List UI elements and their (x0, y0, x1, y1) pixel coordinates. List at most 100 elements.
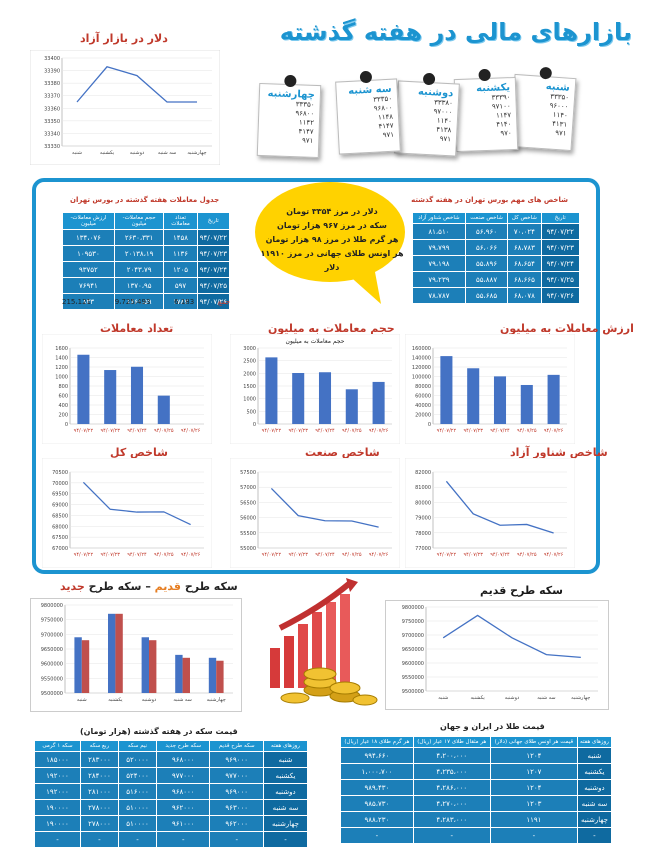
y-tick-label: 9800000 (402, 605, 424, 611)
y-tick-label: 40000 (415, 403, 431, 409)
table-cell: ۵۶،۹۶۰ (464, 223, 509, 240)
bar (345, 389, 358, 424)
bar (81, 640, 90, 693)
table-cell: ۹۶۹۰۰۰ (209, 751, 264, 768)
table-cell: چهارشنبه (576, 811, 613, 828)
y-tick-label: 9600000 (41, 662, 63, 668)
coin-table: روزهای هفته سکه طرح قدیم سکه طرح جدید نیم س… (34, 740, 309, 848)
total-volume: 9،725،493 (114, 298, 151, 306)
x-tick-label: ۹۴/۰۷/۲۶ (369, 428, 389, 434)
x-tick-label: سه شنبه (173, 697, 191, 703)
table-cell: ۵۵،۸۹۶ (464, 255, 509, 272)
dollar-line-chart: 33400 33390 33380 33370 33360 33350 33340 33330… (30, 50, 220, 165)
y-tick-label: 2500 (243, 359, 256, 365)
bar (77, 354, 90, 424)
small-chart: 57500 57000 56500 56000 55500 55000 ۹۴/۰۷/۲۲ ۹۴… (230, 458, 400, 568)
column-header: سکه طرح جدید (155, 740, 211, 752)
x-tick-label: ۹۴/۰۷/۲۳ (100, 552, 120, 558)
x-tick-label: یکشنبه (100, 150, 115, 156)
small-chart: حجم معاملات به میلیون 3000 2500 2000 1500 100… (230, 334, 400, 444)
table-cell: ۹۴/۰۷/۲۶ (196, 293, 231, 310)
pushpin-icon (359, 70, 373, 84)
y-tick-label: 33400 (44, 56, 60, 62)
small-chart-title: شاخص شناور آزاد (510, 446, 608, 459)
bubble-line-2: سکه در مرز ۹۶۷ هزار تومان (277, 221, 387, 230)
sticky-note: دوشنبه ۳۳۳۸۰ ۹۷۰۰۰ ۱۱۴۰ ۴۱۳۸ ۹۷۱ (394, 72, 460, 157)
x-tick-label: سه شنبه (537, 695, 555, 701)
column-header: شاخص کل (507, 212, 542, 224)
bar (208, 657, 217, 693)
table-cell: ۵۶،۰۶۶ (464, 239, 509, 256)
y-tick-label: 80000 (415, 500, 431, 506)
bar (74, 637, 82, 693)
x-tick-label: ۹۴/۰۷/۲۳ (100, 428, 120, 434)
y-tick-label: 9800000 (41, 603, 63, 609)
x-tick-label: ۹۴/۰۷/۲۴ (127, 428, 147, 434)
y-tick-label: 33390 (44, 69, 60, 75)
x-tick-label: ۹۴/۰۷/۲۵ (342, 552, 362, 558)
table-cell: دوشنبه (262, 783, 309, 800)
table-row: ۹۴/۰۷/۲۵ ۶۸،۶۶۵ ۵۵،۸۸۷ ۷۹،۲۳۹ (412, 271, 581, 288)
bar (157, 395, 170, 424)
pushpin-icon (284, 74, 297, 88)
column-header: هر گرم طلای ۱۸ عیار (ریال) (340, 736, 414, 748)
table-row: ۹۴/۰۷/۲۲ ۷۰،۰۲۴ ۵۶،۹۶۰ ۸۱،۵۱۰ (412, 223, 581, 240)
x-tick-label: ۹۴/۰۷/۲۲ (262, 552, 282, 558)
y-tick-label: 82000 (415, 470, 431, 476)
x-tick-label: ۹۴/۰۷/۲۳ (288, 552, 308, 558)
table-cell: ۷۸،۷۸۷ (412, 287, 466, 304)
coin-compare-box: 9800000 9750000 9700000 9650000 9600000 95500… (30, 598, 242, 712)
y-tick-label: 70000 (52, 481, 68, 487)
x-tick-label: ۹۴/۰۷/۲۴ (315, 428, 335, 434)
x-tick-label: چهارشنبه (571, 695, 590, 701)
y-tick-label: 9650000 (402, 647, 424, 653)
table-cell: ۶۸،۷۸۳ (507, 239, 542, 256)
table-cell: سه شنبه (576, 795, 613, 812)
y-tick-label: 67500 (52, 535, 68, 541)
table-cell: - (209, 831, 264, 848)
y-tick-label: 1400 (55, 356, 68, 362)
table-cell: ۲۸۳۰۰۰ (79, 751, 119, 768)
sticky-note: یکشنبه ۳۳۳۹۰ ۹۷۱۰۰ ۱۱۴۷ ۴۱۴۰ ۹۷۰ (453, 68, 519, 153)
table-cell: ۴،۲۸۶،۰۰۰ (412, 779, 491, 796)
column-header: ارزش معاملات-میلیون (62, 212, 115, 230)
table-cell: - (155, 831, 211, 848)
table-cell: ۲۰۱۳۸،۱۹ (113, 245, 165, 262)
bar (216, 660, 224, 693)
coin-compare-title-d: جدید (60, 580, 85, 593)
table-cell: ۱۶۶۱،۵۹ (113, 293, 165, 310)
x-tick-label: شنبه (77, 697, 87, 703)
table-cell: چهارشنبه (262, 815, 309, 832)
x-tick-label: چهارشنبه (207, 697, 226, 703)
inner-chart-title: حجم معاملات به میلیون (286, 338, 345, 345)
table-cell: ۶۸،۶۵۴ (507, 255, 542, 272)
y-tick-label: 0 (428, 422, 431, 428)
y-tick-label: 56500 (240, 500, 256, 506)
coin-old-box: 9800000 9750000 9700000 9650000 9600000 95500… (385, 600, 609, 710)
x-tick-label: ۹۴/۰۷/۲۶ (369, 552, 389, 558)
table-cell: ۱۹۲۰۰۰ (34, 783, 81, 800)
y-tick-label: 20000 (415, 413, 431, 419)
coin-compare-title-b: قدیم (154, 580, 181, 593)
y-tick-label: 9600000 (402, 661, 424, 667)
total-value: 215،121 (62, 298, 91, 306)
column-header: هر مثقال طلای ۱۷ عیار (ریال) (412, 736, 491, 748)
rising-bars-graphic (270, 578, 358, 688)
table-cell: ۹۳۷۵۲ (62, 261, 115, 278)
x-tick-label: شنبه (438, 695, 448, 701)
bar (318, 372, 332, 424)
coin-old-title: سکه طرح قدیم (480, 584, 563, 597)
gold-coins (280, 667, 378, 706)
table-cell: ۲۸۴۰۰۰ (79, 767, 119, 784)
y-tick-label: 100000 (412, 375, 431, 381)
y-tick-label: 9750000 (41, 618, 63, 624)
column-header: نیم سکه (117, 740, 157, 752)
table-row: ۹۴/۰۷/۲۳ ۱۱۳۶ ۲۰۱۳۸،۱۹ ۱۰۹۵۳۰ (62, 245, 231, 262)
table-cell: سه شنبه (262, 799, 309, 816)
table-row: ۹۴/۰۷/۲۴ ۶۸،۶۵۴ ۵۵،۸۹۶ ۷۹،۱۹۸ (412, 255, 581, 272)
x-tick-label: ۹۴/۰۷/۲۶ (181, 552, 201, 558)
y-tick-label: 1200 (55, 365, 68, 371)
table-cell: ۹۴/۰۷/۲۳ (540, 239, 581, 256)
bar (104, 370, 117, 424)
table-cell: ۵۲۴۰۰۰ (117, 767, 157, 784)
